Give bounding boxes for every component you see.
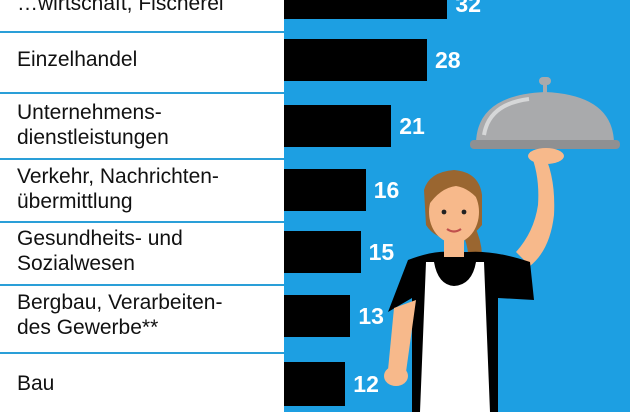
row-separator xyxy=(0,92,284,94)
category-label: Bergbau, Verarbeiten- des Gewerbe** xyxy=(17,291,223,339)
bar xyxy=(284,0,448,19)
bar xyxy=(284,295,351,337)
cloche-plate xyxy=(470,140,620,149)
value-label: 15 xyxy=(368,239,395,265)
row-separator xyxy=(0,158,284,160)
bar xyxy=(284,231,361,273)
apron xyxy=(420,262,490,412)
row-separator xyxy=(0,284,284,286)
raised-arm xyxy=(516,150,555,266)
bar xyxy=(284,39,427,81)
row-separator xyxy=(0,221,284,223)
value-label: 28 xyxy=(435,47,461,73)
value-label: 12 xyxy=(353,371,379,397)
category-label: …wirtschaft, Fischerei xyxy=(17,0,224,15)
category-label: Bau xyxy=(17,371,55,395)
bar xyxy=(284,105,392,147)
value-label: 13 xyxy=(358,303,384,329)
category-label: Einzelhandel xyxy=(17,47,138,71)
lower-arm xyxy=(388,300,416,372)
bar xyxy=(284,169,366,211)
value-label: 21 xyxy=(399,113,425,139)
row-separator xyxy=(0,31,284,33)
category-label: Unternehmens- dienstleistungen xyxy=(17,101,169,149)
category-label: Verkehr, Nachrichten- übermittlung xyxy=(17,165,219,213)
waitress-illustration xyxy=(384,77,620,412)
row-separator xyxy=(0,352,284,354)
bar xyxy=(284,362,346,406)
cloche-knob xyxy=(539,77,551,85)
category-label: Gesundheits- und Sozialwesen xyxy=(17,227,183,275)
value-label: 32 xyxy=(455,0,482,17)
value-label: 16 xyxy=(373,177,400,203)
face xyxy=(429,181,479,243)
